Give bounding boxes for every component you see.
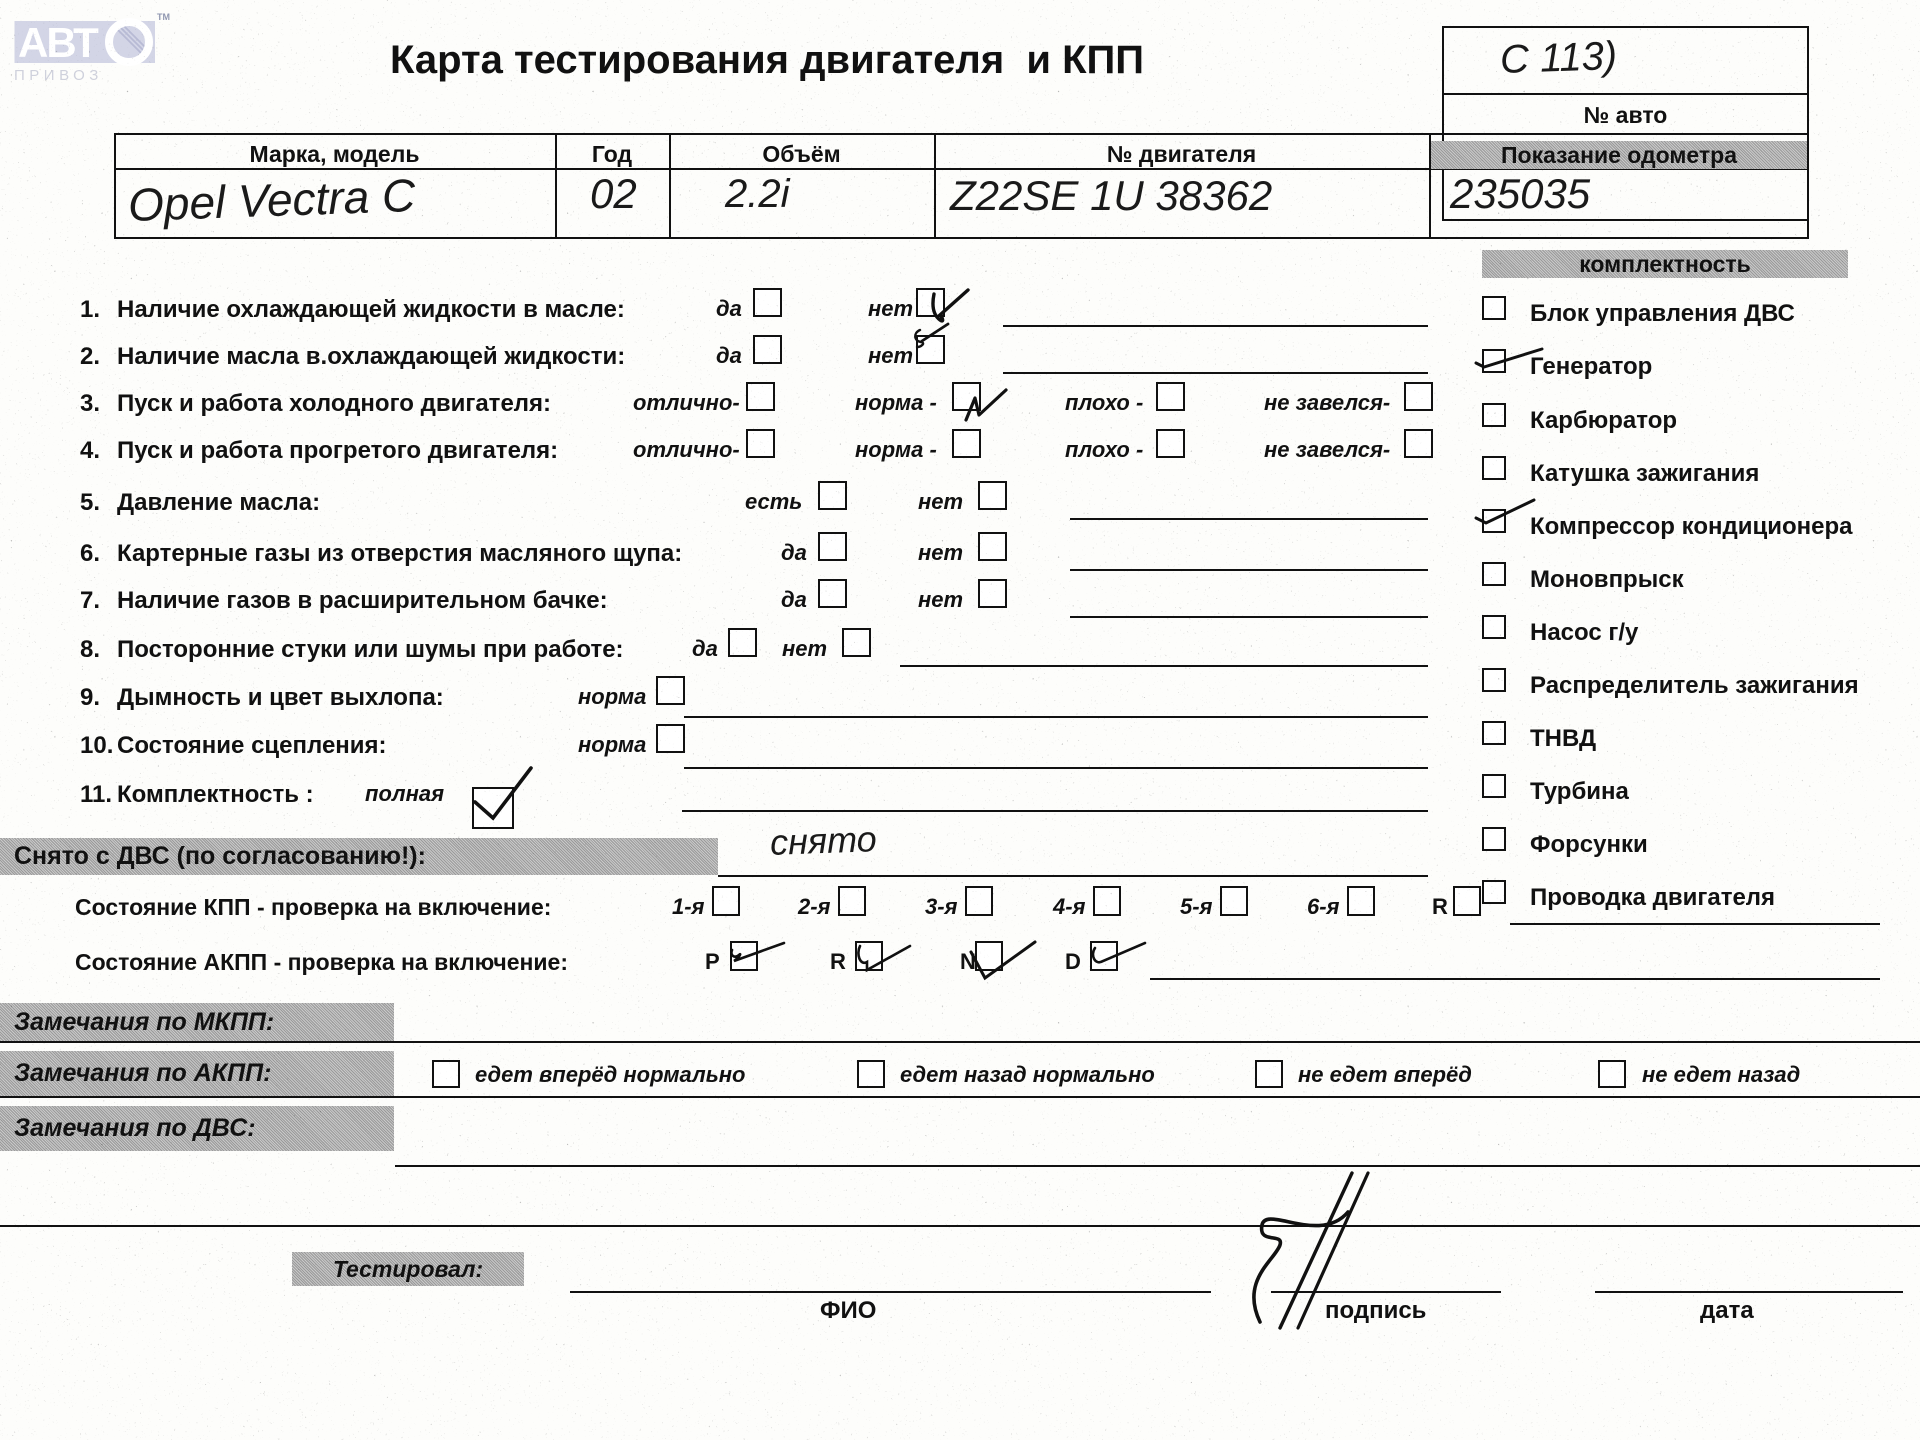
svg-text:TM: TM [157,12,170,22]
svg-text:ПРИВОЗ: ПРИВОЗ [14,67,103,84]
svg-text:АВТ: АВТ [18,19,99,66]
